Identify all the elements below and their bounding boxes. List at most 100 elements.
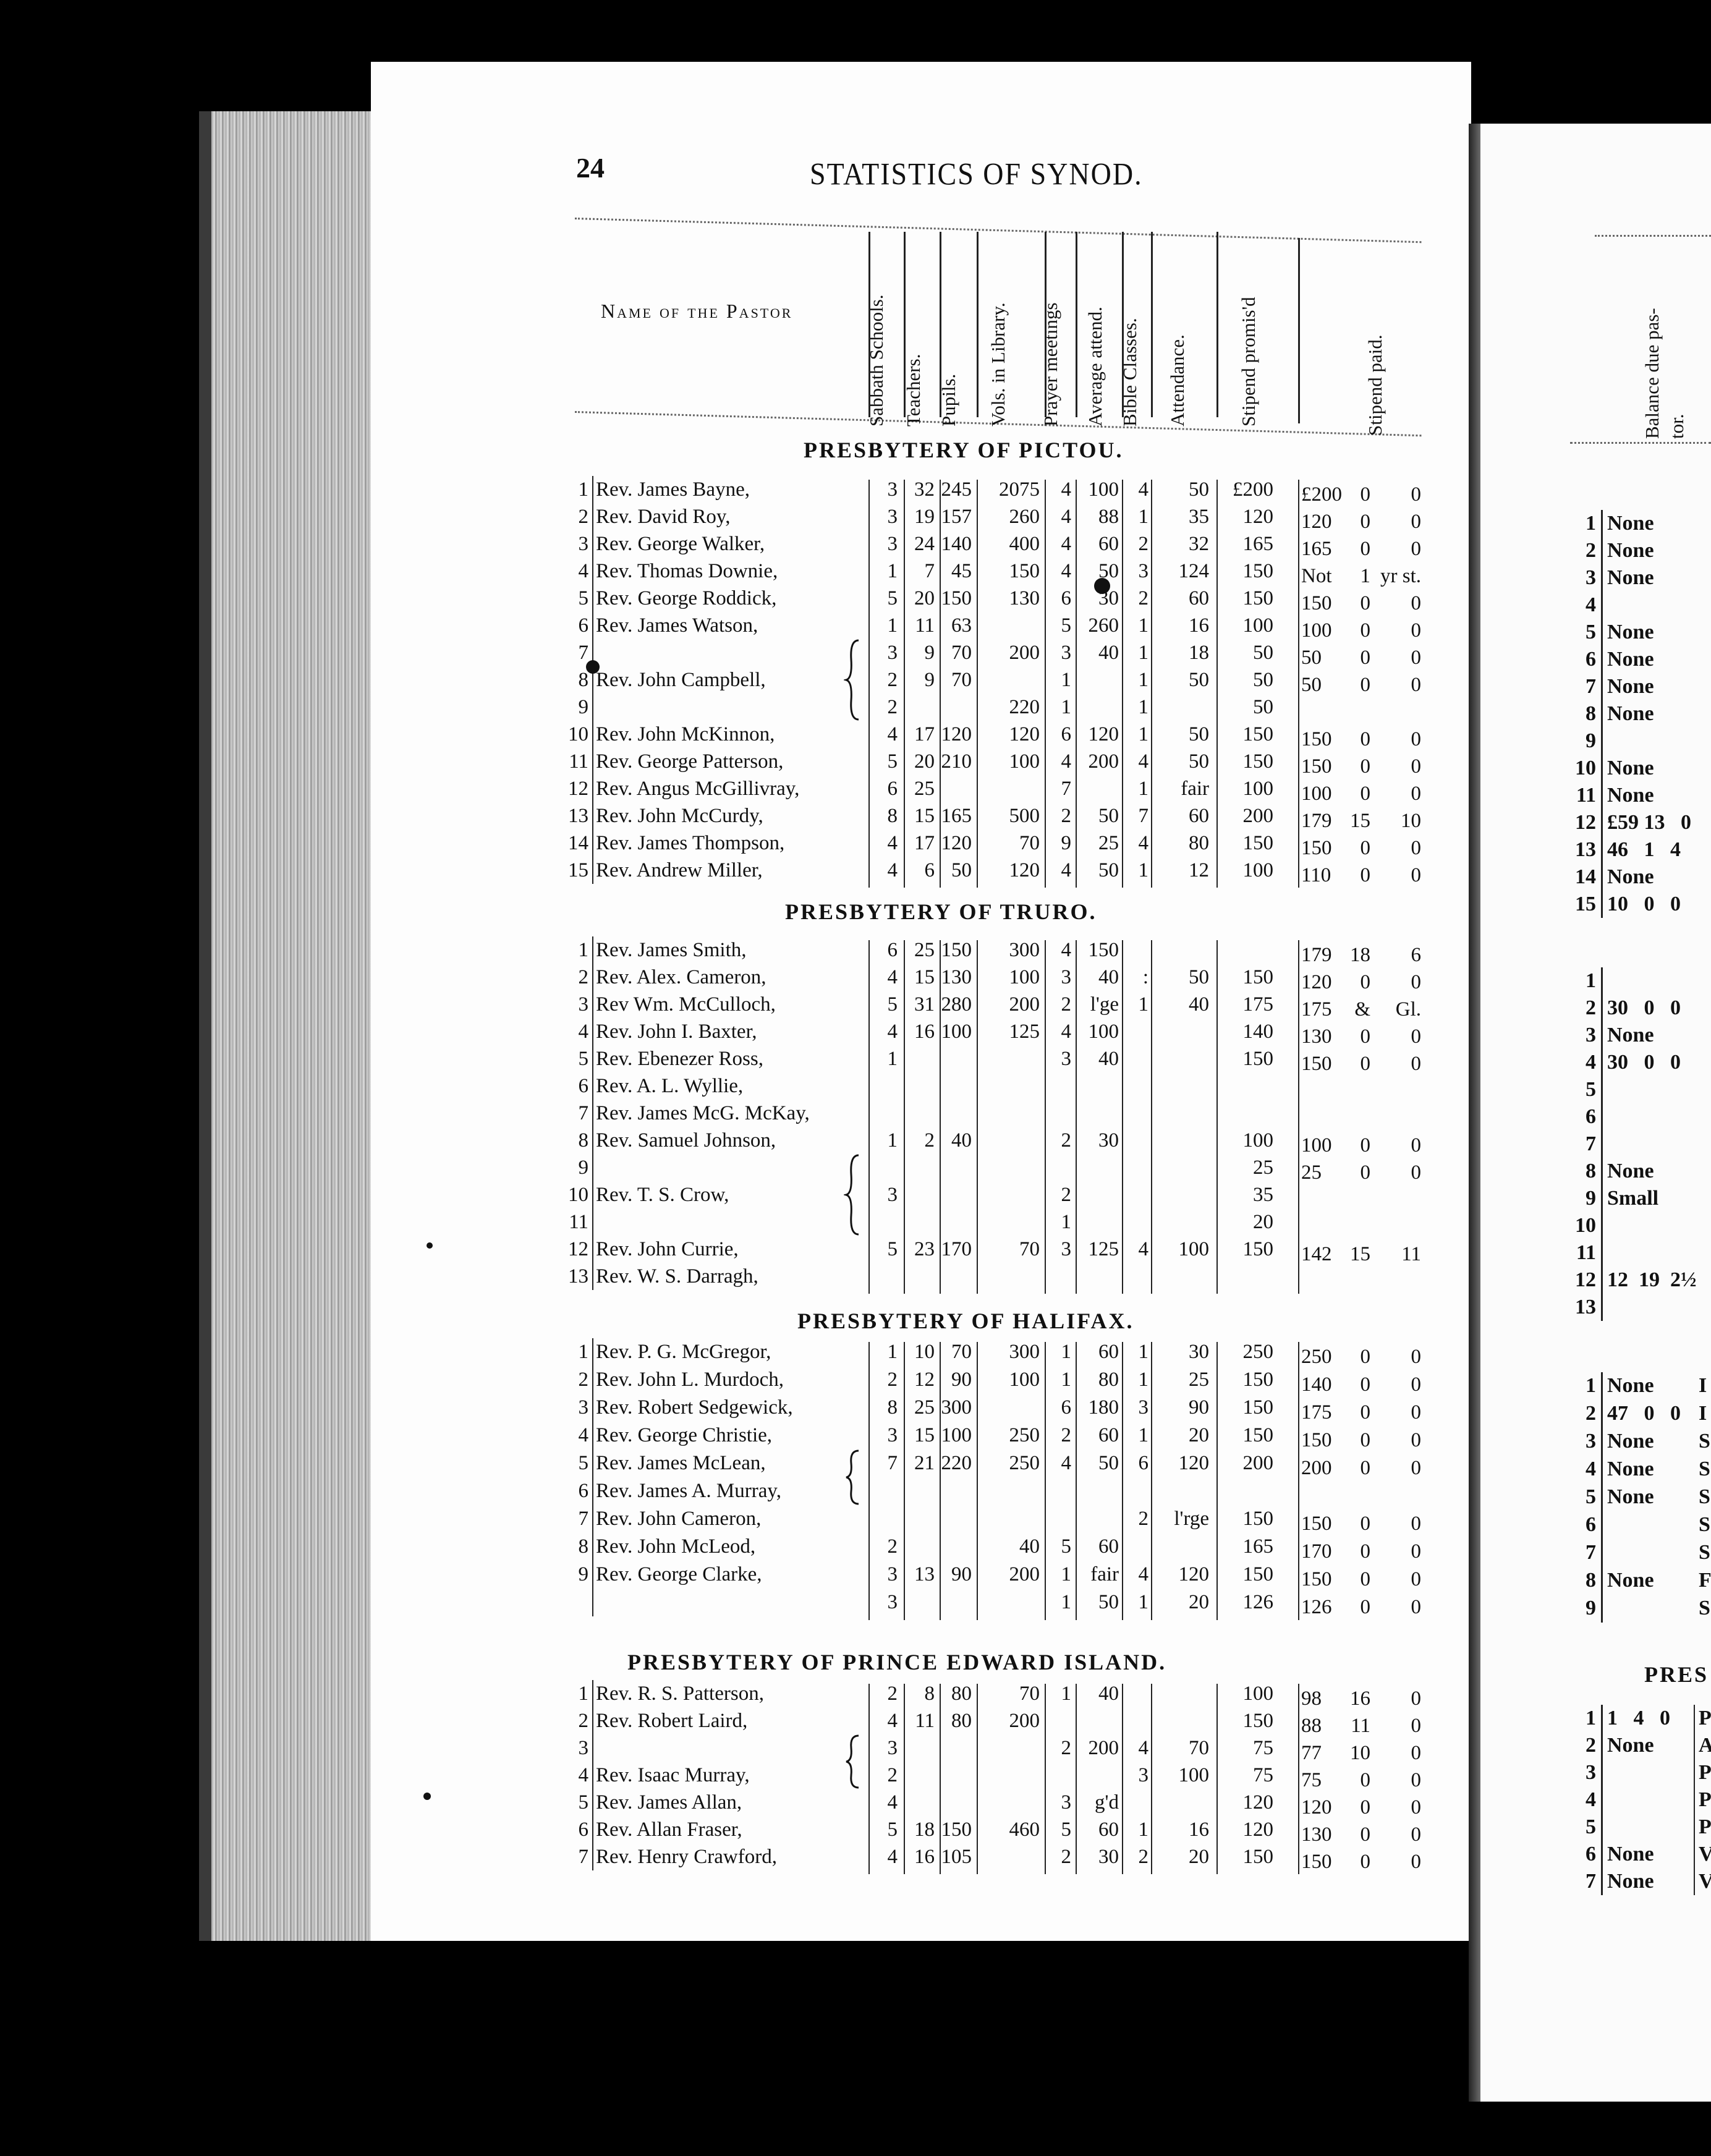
stat-cell: 120 [1242,506,1274,528]
stat-cell: 20 [914,750,935,773]
balance-row-number: 2 [1586,539,1596,562]
fragment-rule [1694,1705,1695,1895]
stipend-paid-shillings: 0 [1360,755,1371,778]
stipend-paid-shillings: 0 [1360,1851,1371,1873]
column-rule [977,480,978,888]
column-rule [1045,1342,1046,1620]
ink-smudge [427,1242,433,1249]
column-rule [1298,940,1299,1294]
stat-cell: 120 [1242,1819,1274,1841]
stat-cell: 150 [1242,1846,1274,1868]
balance-row-number: 11 [1576,784,1596,807]
stipend-paid-pounds: 77 [1301,1742,1322,1764]
row-number: 1 [578,939,589,961]
stipend-paid-shillings: 0 [1360,538,1371,560]
stat-cell: l'rge [1174,1508,1209,1530]
stat-cell: 20 [1189,1591,1209,1613]
stipend-paid-pounds: 150 [1301,592,1332,614]
balance-row-number: 8 [1586,1160,1596,1182]
stipend-paid-pence: 11 [1401,1243,1421,1265]
right-header-bottom-rule [1570,442,1711,444]
pastor-name: Rev. Allan Fraser, [596,1819,742,1841]
stat-cell: 50 [951,859,972,881]
balance-row-number: 6 [1586,648,1596,671]
stat-cell: 4 [887,1846,898,1868]
stat-cell: 105 [941,1846,972,1868]
stat-cell: 100 [941,1021,972,1043]
stat-cell: 12 [1189,859,1209,881]
row-number: 7 [578,1508,589,1530]
stat-cell: 250 [1009,1452,1040,1474]
stipend-paid-pence: 0 [1411,619,1422,642]
row-number: 13 [568,1265,588,1288]
column-rule [1151,940,1152,1294]
stat-cell: 50 [1189,669,1209,691]
row-number: 15 [568,859,588,881]
stat-cell: 165 [1242,533,1274,555]
column-header: Stipend paid. [1364,334,1386,436]
stipend-paid-shillings: 0 [1360,971,1371,993]
stat-cell: 2 [924,1129,935,1152]
header-rule [1045,232,1047,417]
row-number: 8 [578,1535,589,1558]
stipend-paid-pounds: 75 [1301,1769,1322,1791]
column-rule [1216,480,1218,888]
row-number: 14 [568,832,588,854]
pastor-name: Rev. Samuel Johnson, [596,1129,776,1152]
stipend-paid-pounds: 150 [1301,1851,1332,1873]
balance-due: 30 0 0 [1607,1051,1681,1074]
balance-row-number: 8 [1586,1569,1596,1592]
pastor-name: Rev. George Walker, [596,533,765,555]
stipend-paid-pence: 0 [1411,1851,1422,1873]
stat-cell: 30 [1189,1341,1209,1363]
row-number: 7 [578,1846,589,1868]
stat-cell: 70 [951,669,972,691]
stat-cell: 165 [1242,1535,1274,1558]
pastor-name: Rev. John L. Murdoch, [596,1369,784,1391]
header-rule [1298,238,1300,423]
row-number: 5 [578,1452,589,1474]
balance-row-number: 10 [1575,757,1596,779]
stat-cell: 1 [1138,1819,1149,1841]
row-number: 9 [578,696,589,718]
right-page [1480,124,1711,2102]
stipend-paid-shillings: 0 [1360,1769,1371,1791]
stat-cell: 200 [1088,750,1119,773]
stat-cell: 150 [1242,832,1274,854]
stipend-paid-pence: 0 [1411,1568,1422,1590]
ink-smudge [1094,578,1110,594]
balance-row-number: 1 [1586,969,1596,992]
stat-cell: 4 [887,859,898,881]
left-page [371,62,1471,1941]
stipend-paid-shillings: 10 [1350,1742,1370,1764]
stat-cell: 13 [914,1563,935,1585]
column-rule [868,1684,870,1874]
row-number: 8 [578,669,589,691]
balance-row-number: 3 [1586,1761,1596,1784]
stipend-paid-pence: 0 [1411,783,1422,805]
pastor-name: Rev. P. G. McGregor, [596,1341,771,1363]
stat-cell: 50 [1253,669,1273,691]
column-rule [1045,480,1046,888]
row-number: 1 [578,478,589,501]
stipend-paid-pence: 0 [1411,592,1422,614]
row-number: 8 [578,1129,589,1152]
stat-cell: 120 [1009,723,1040,745]
pastor-name: Rev. George Christie, [596,1424,773,1446]
stat-cell: 150 [1242,587,1274,609]
balance-row-number: 3 [1586,1430,1596,1453]
ink-smudge [423,1793,431,1800]
header-rule [977,232,979,417]
pastor-name: Rev. James McLean, [596,1452,766,1474]
row-number: 1 [578,1341,589,1363]
stat-cell: 25 [914,778,935,800]
brace-icon [844,639,859,721]
stat-cell: 2 [887,1764,898,1786]
stat-cell: 75 [1253,1737,1273,1759]
stat-cell: 2 [887,1369,898,1391]
column-rule [1216,940,1218,1294]
stipend-paid-pounds: 110 [1301,864,1331,886]
stat-cell: 4 [1061,1452,1072,1474]
stipend-paid-pence: 0 [1411,1161,1422,1184]
column-header: Teachers. [902,354,924,427]
